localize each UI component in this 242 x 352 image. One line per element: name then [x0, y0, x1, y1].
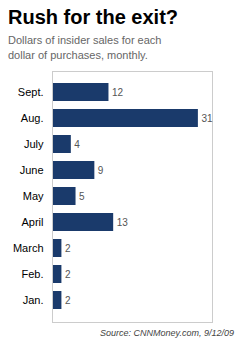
- svg-text:2: 2: [65, 268, 71, 279]
- svg-text:5: 5: [79, 190, 85, 201]
- svg-text:June: June: [20, 164, 44, 176]
- svg-text:April: April: [21, 216, 43, 228]
- svg-text:Sept.: Sept.: [18, 86, 44, 98]
- svg-text:9: 9: [98, 164, 104, 175]
- svg-text:31: 31: [201, 112, 213, 123]
- svg-text:May: May: [23, 190, 44, 202]
- svg-text:2: 2: [65, 242, 71, 253]
- svg-text:Feb.: Feb.: [21, 268, 43, 280]
- html-text:Rush for the exit?: Rush for the exit?: [8, 6, 178, 28]
- svg-text:July: July: [24, 138, 44, 150]
- svg-text:12: 12: [112, 86, 124, 97]
- html-text:Source: CNNMoney.com, 9/12/09: Source: CNNMoney.com, 9/12/09: [100, 327, 234, 338]
- svg-text:13: 13: [117, 216, 129, 227]
- html-text:Dollars of insider sales for e: Dollars of insider sales for each dollar…: [8, 34, 162, 61]
- svg-text:2: 2: [65, 294, 71, 305]
- svg-text:Aug.: Aug.: [21, 112, 44, 124]
- svg-text:March: March: [13, 242, 44, 254]
- svg-text:4: 4: [74, 138, 80, 149]
- svg-text:Jan.: Jan.: [23, 294, 44, 306]
